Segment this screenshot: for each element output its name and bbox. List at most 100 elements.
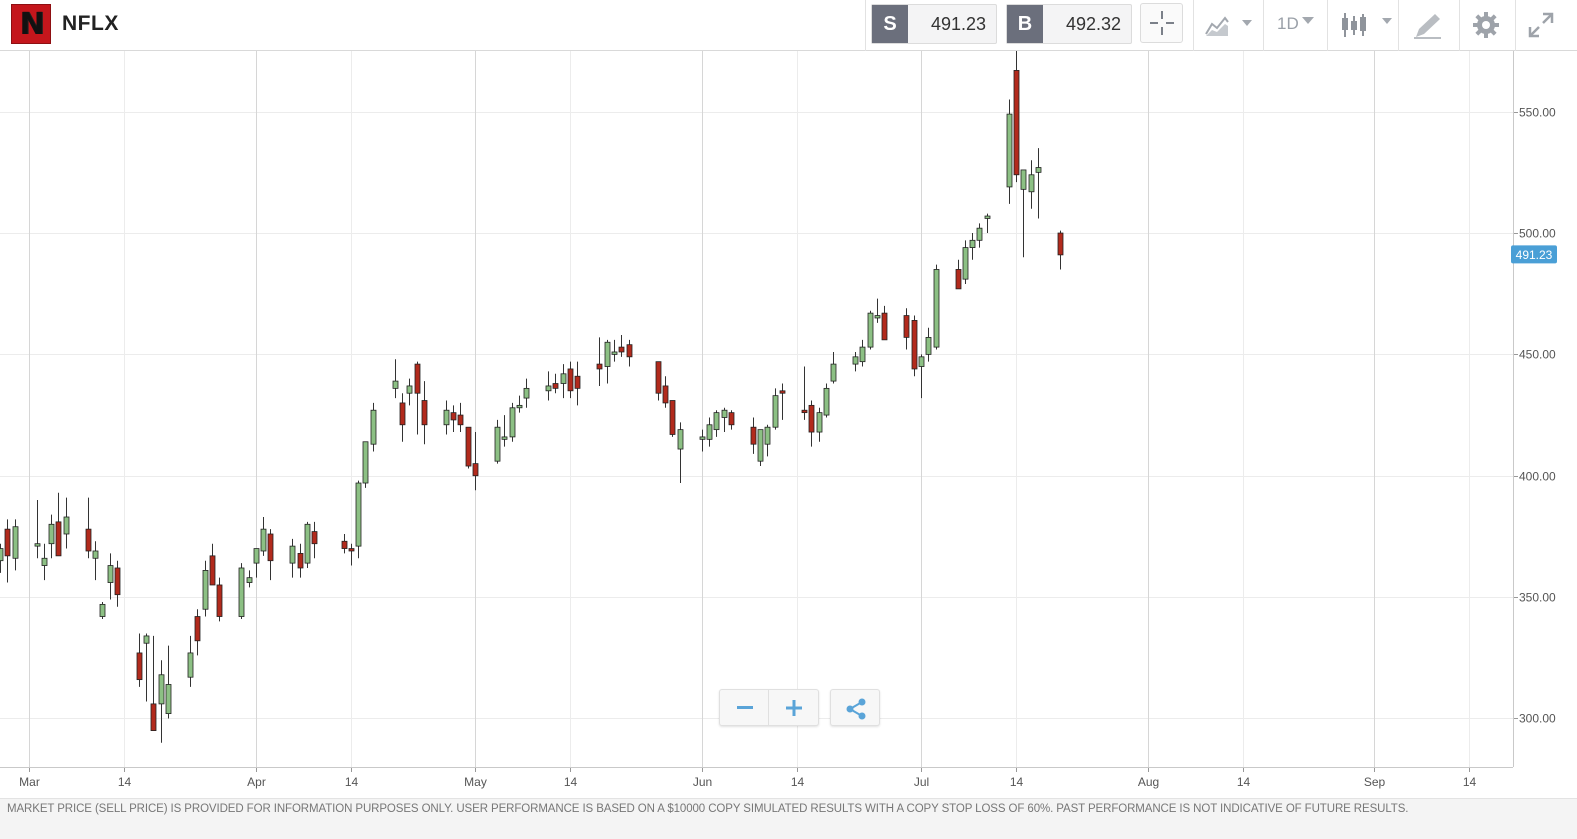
candle xyxy=(12,519,19,571)
x-tick-label: 14 xyxy=(564,775,578,789)
candle xyxy=(194,609,201,656)
candlestick-chart[interactable]: 300.00 350.00 400.00 450.00 500.00 550.00 Mar 1… xyxy=(0,51,1577,798)
candle xyxy=(341,533,348,554)
candle-body xyxy=(209,555,216,586)
candle xyxy=(48,514,55,559)
candle xyxy=(136,633,143,687)
candle xyxy=(830,351,837,384)
footer: MARKET PRICE (SELL PRICE) IS PROVIDED FO… xyxy=(0,798,1577,839)
zoom-in-button[interactable] xyxy=(770,690,819,725)
candle-body xyxy=(962,247,969,280)
settings-button[interactable] xyxy=(1460,0,1514,51)
chart-type-button[interactable] xyxy=(1194,0,1261,51)
gear-icon xyxy=(1473,12,1499,38)
crosshair-button[interactable] xyxy=(1140,0,1184,51)
candle xyxy=(457,402,464,433)
candle xyxy=(574,361,581,406)
candle-body xyxy=(202,570,209,610)
y-tick-label: 450.00 xyxy=(1519,348,1556,362)
candle xyxy=(92,541,99,581)
candle-body xyxy=(596,363,603,370)
y-tick-label: 350.00 xyxy=(1519,591,1556,605)
candle-body xyxy=(801,409,808,414)
candle-body xyxy=(1035,167,1042,173)
candle xyxy=(465,426,472,469)
x-tick-label: 14 xyxy=(118,775,132,789)
candle xyxy=(911,315,918,377)
candle xyxy=(728,410,735,430)
candle-body xyxy=(289,545,296,564)
y-tick-label: 500.00 xyxy=(1519,227,1556,241)
sell-price-button[interactable]: S 491.23 xyxy=(871,4,997,44)
candle xyxy=(962,240,969,285)
candle xyxy=(545,371,552,401)
candle-body xyxy=(297,553,304,569)
x-tick-label: 14 xyxy=(1010,775,1024,789)
candle xyxy=(260,517,267,556)
candle-body xyxy=(662,385,669,404)
candle xyxy=(764,424,771,457)
candle xyxy=(4,519,11,583)
candle-body xyxy=(370,409,377,445)
candle-body xyxy=(501,436,508,440)
share-icon xyxy=(846,698,866,720)
candle-body xyxy=(150,703,157,731)
candle-body xyxy=(808,404,815,433)
candle xyxy=(808,400,815,447)
indicators-button[interactable] xyxy=(1328,0,1396,51)
candle-body xyxy=(194,616,201,642)
y-tick-label: 300.00 xyxy=(1519,712,1556,726)
candle-body xyxy=(772,395,779,428)
candle xyxy=(414,361,421,435)
candle xyxy=(238,563,245,619)
candle xyxy=(611,339,618,362)
fullscreen-button[interactable] xyxy=(1516,0,1566,51)
candle xyxy=(662,376,669,408)
candle-body xyxy=(34,543,41,547)
candle xyxy=(304,521,311,568)
candle-body xyxy=(107,565,114,583)
buy-tag: B xyxy=(1007,5,1043,43)
candle-body xyxy=(969,239,976,248)
candle-body xyxy=(341,540,348,549)
candle xyxy=(560,364,567,399)
current-price-label: 491.23 xyxy=(1516,248,1553,262)
buy-price-button[interactable]: B 492.32 xyxy=(1006,4,1132,44)
x-tick-label: 14 xyxy=(791,775,805,789)
candle xyxy=(881,305,888,341)
candle xyxy=(297,543,304,578)
candle xyxy=(955,259,962,290)
candle xyxy=(450,405,457,433)
candle xyxy=(874,298,881,323)
candle xyxy=(677,422,684,484)
candle-body xyxy=(859,346,866,363)
draw-button[interactable] xyxy=(1399,0,1457,51)
candle xyxy=(34,500,41,559)
candle xyxy=(494,419,501,464)
candle xyxy=(604,339,611,384)
zoom-out-button[interactable] xyxy=(720,690,769,725)
candle xyxy=(253,548,260,578)
candle-body xyxy=(465,426,472,467)
candle xyxy=(267,529,274,581)
candle-body xyxy=(348,548,355,552)
candle xyxy=(1006,99,1013,204)
x-tick-label: Aug xyxy=(1138,775,1159,789)
candle-body xyxy=(867,312,874,348)
candle xyxy=(757,429,764,467)
candle xyxy=(699,429,706,452)
candle-body xyxy=(165,684,172,715)
candle-body xyxy=(114,567,121,596)
candle xyxy=(246,570,253,588)
candle xyxy=(816,407,823,442)
share-button[interactable] xyxy=(830,689,880,726)
candle xyxy=(772,388,779,430)
x-tick-label: Apr xyxy=(247,775,266,789)
candle-body xyxy=(823,387,830,416)
price-chart[interactable]: 300.00 350.00 400.00 450.00 500.00 550.00 Mar 1… xyxy=(0,51,1577,798)
candle xyxy=(63,497,70,549)
timeframe-button[interactable]: 1D xyxy=(1264,0,1326,51)
candle xyxy=(85,497,92,559)
candle-body xyxy=(0,548,4,562)
candle xyxy=(706,417,713,447)
